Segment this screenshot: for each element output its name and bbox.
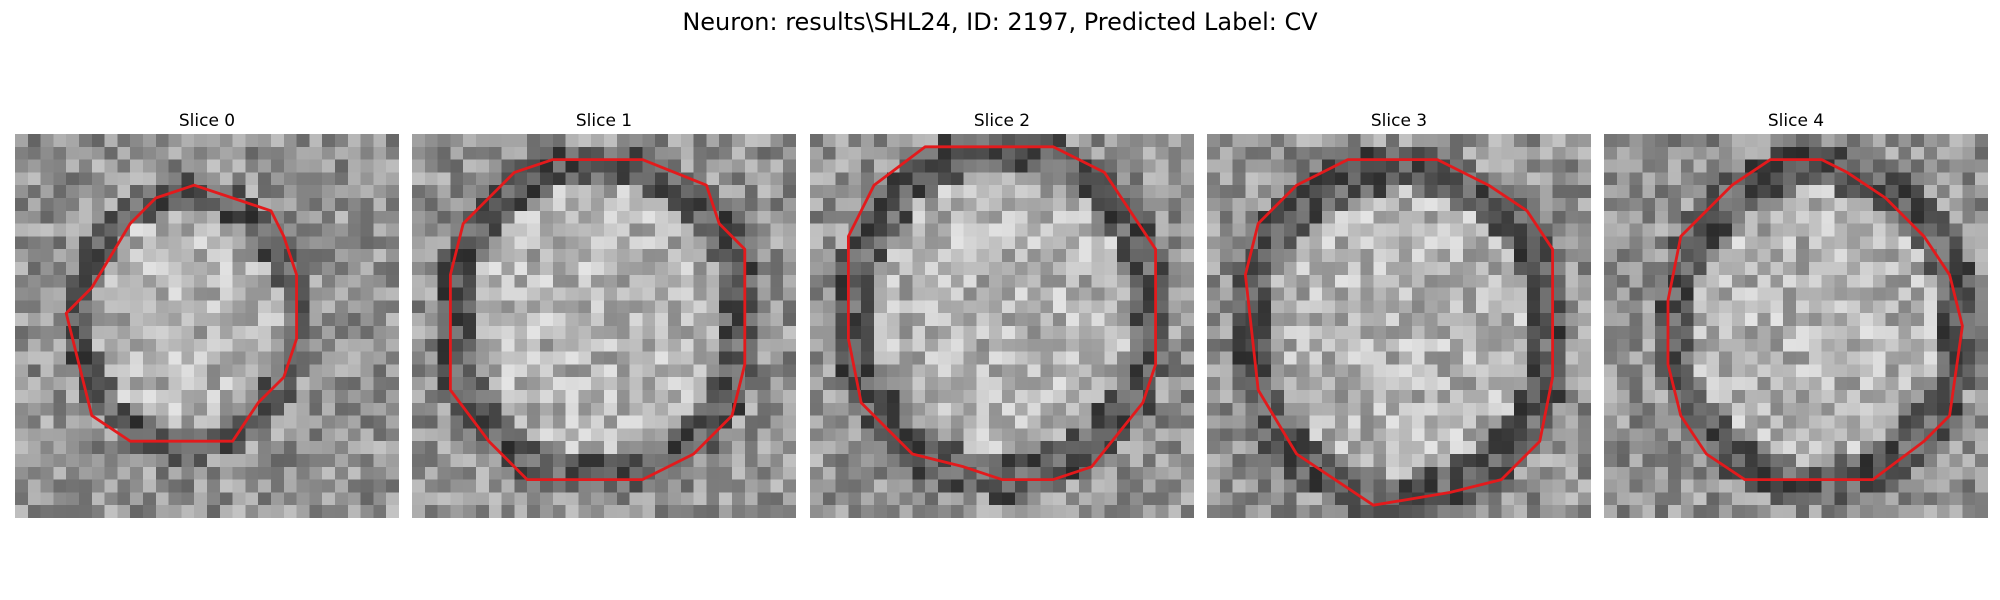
- slice-canvas: [810, 134, 1194, 518]
- microscopy-slice-image: [15, 134, 399, 518]
- slice-panel-4: Slice 4: [1604, 110, 1988, 518]
- slice-title: Slice 4: [1767, 111, 1825, 131]
- segmentation-contour: [448, 158, 747, 482]
- slice-panel-1: Slice 1: [412, 110, 796, 518]
- figure-title: Neuron: results\SHL24, ID: 2197, Predict…: [682, 8, 1318, 36]
- pixel-grid: [1604, 134, 1988, 518]
- slice-canvas: [1604, 134, 1988, 518]
- pixel-grid: [810, 134, 1194, 518]
- slice-canvas: [1207, 134, 1591, 518]
- microscopy-slice-image: [810, 134, 1194, 518]
- segmentation-contour: [64, 183, 299, 443]
- slice-title: Slice 0: [178, 111, 236, 131]
- slice-panel-0: Slice 0: [15, 110, 399, 518]
- slice-panel-3: Slice 3: [1207, 110, 1591, 518]
- microscopy-slice-image: [1207, 134, 1591, 518]
- pixel-grid: [15, 134, 399, 518]
- microscopy-slice-image: [1604, 134, 1988, 518]
- pixel-grid: [1207, 134, 1591, 518]
- slice-panel-2: Slice 2: [810, 110, 1194, 518]
- segmentation-contour: [1243, 158, 1555, 507]
- slice-canvas: [412, 134, 796, 518]
- pixel-grid: [412, 134, 796, 518]
- segmentation-contour: [1666, 158, 1964, 482]
- slice-title: Slice 1: [575, 111, 633, 131]
- segmentation-contour: [846, 145, 1158, 482]
- slice-canvas: [15, 134, 399, 518]
- microscopy-slice-image: [412, 134, 796, 518]
- slice-title: Slice 2: [973, 111, 1031, 131]
- slice-title: Slice 3: [1370, 111, 1428, 131]
